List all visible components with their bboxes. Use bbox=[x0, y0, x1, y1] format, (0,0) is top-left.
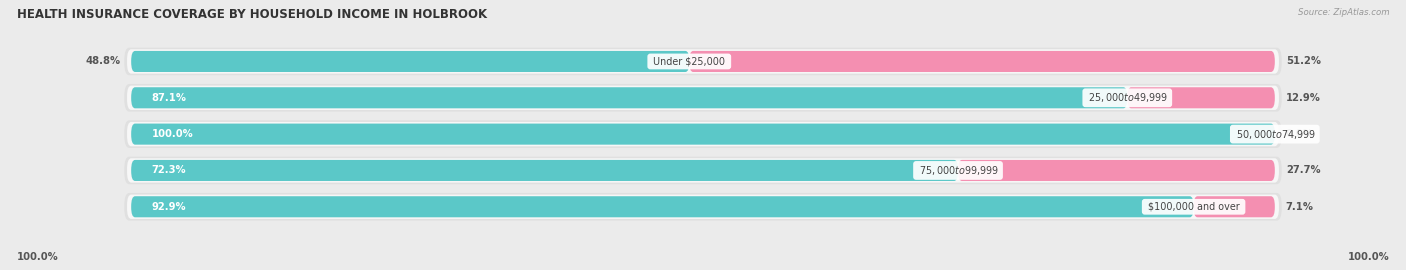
FancyBboxPatch shape bbox=[131, 51, 689, 72]
Text: 27.7%: 27.7% bbox=[1286, 166, 1320, 176]
FancyBboxPatch shape bbox=[1128, 87, 1275, 108]
Text: 48.8%: 48.8% bbox=[84, 56, 120, 66]
FancyBboxPatch shape bbox=[127, 158, 1279, 183]
FancyBboxPatch shape bbox=[131, 87, 1128, 108]
Text: 0.0%: 0.0% bbox=[1286, 129, 1313, 139]
Text: 100.0%: 100.0% bbox=[17, 252, 59, 262]
Text: $75,000 to $99,999: $75,000 to $99,999 bbox=[917, 164, 1000, 177]
FancyBboxPatch shape bbox=[127, 86, 1279, 110]
Text: 87.1%: 87.1% bbox=[152, 93, 187, 103]
FancyBboxPatch shape bbox=[127, 195, 1279, 219]
FancyBboxPatch shape bbox=[131, 196, 1194, 217]
Text: 92.9%: 92.9% bbox=[152, 202, 187, 212]
FancyBboxPatch shape bbox=[124, 84, 1282, 112]
Text: 72.3%: 72.3% bbox=[152, 166, 187, 176]
FancyBboxPatch shape bbox=[1194, 196, 1275, 217]
FancyBboxPatch shape bbox=[131, 160, 957, 181]
FancyBboxPatch shape bbox=[689, 51, 1275, 72]
Text: Under $25,000: Under $25,000 bbox=[651, 56, 728, 66]
Text: 12.9%: 12.9% bbox=[1286, 93, 1320, 103]
Text: $50,000 to $74,999: $50,000 to $74,999 bbox=[1233, 128, 1317, 141]
FancyBboxPatch shape bbox=[124, 157, 1282, 184]
FancyBboxPatch shape bbox=[127, 49, 1279, 74]
FancyBboxPatch shape bbox=[124, 120, 1282, 148]
FancyBboxPatch shape bbox=[124, 48, 1282, 75]
Text: 7.1%: 7.1% bbox=[1286, 202, 1313, 212]
Text: $25,000 to $49,999: $25,000 to $49,999 bbox=[1085, 91, 1170, 104]
Text: 100.0%: 100.0% bbox=[1347, 252, 1389, 262]
Text: HEALTH INSURANCE COVERAGE BY HOUSEHOLD INCOME IN HOLBROOK: HEALTH INSURANCE COVERAGE BY HOUSEHOLD I… bbox=[17, 8, 486, 21]
Text: 100.0%: 100.0% bbox=[152, 129, 194, 139]
Text: $100,000 and over: $100,000 and over bbox=[1144, 202, 1243, 212]
FancyBboxPatch shape bbox=[957, 160, 1275, 181]
FancyBboxPatch shape bbox=[127, 122, 1279, 146]
FancyBboxPatch shape bbox=[131, 124, 1275, 145]
Text: Source: ZipAtlas.com: Source: ZipAtlas.com bbox=[1298, 8, 1389, 17]
FancyBboxPatch shape bbox=[124, 193, 1282, 221]
Text: 51.2%: 51.2% bbox=[1286, 56, 1320, 66]
